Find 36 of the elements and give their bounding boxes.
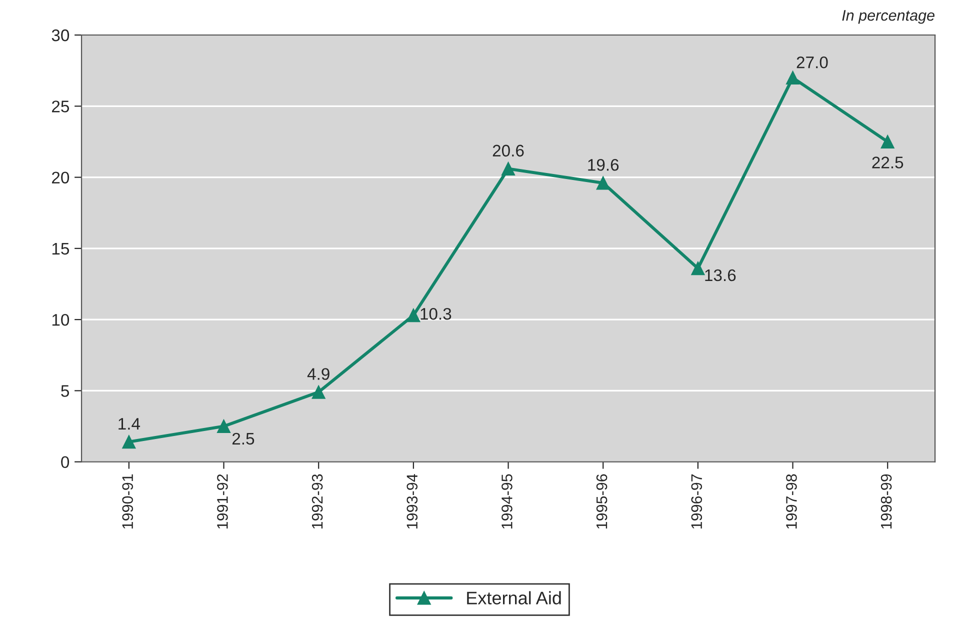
data-label: 27.0 — [796, 56, 828, 68]
y-tick-label: 15 — [52, 243, 70, 255]
x-tick-label: 1990-91 — [122, 474, 134, 529]
y-tick-label: 0 — [61, 456, 70, 468]
data-label: 10.3 — [420, 308, 452, 320]
x-tick-label: 1992-93 — [312, 474, 323, 529]
y-tick-label: 20 — [52, 172, 70, 184]
x-tick-label: 1991-92 — [217, 474, 228, 529]
point — [786, 70, 800, 84]
point — [122, 435, 136, 449]
text: In percentage — [842, 10, 934, 24]
x-tick-label: 1996-97 — [691, 474, 702, 529]
y-tick-label: 5 — [61, 385, 70, 397]
point — [596, 176, 610, 190]
data-label: 4.9 — [307, 368, 330, 380]
data-label: 19.6 — [588, 158, 619, 171]
y-tick-label: 30 — [52, 29, 70, 42]
x-tick-label: 1995-96 — [596, 474, 608, 529]
point — [880, 134, 894, 148]
x-tick-label: 1997-98 — [786, 474, 797, 529]
data-label: 1.4 — [118, 418, 140, 430]
point — [216, 419, 231, 434]
point — [312, 385, 326, 399]
point — [406, 308, 420, 322]
point — [691, 262, 705, 276]
data-label: 20.6 — [492, 144, 524, 157]
y-tick-label: 25 — [52, 100, 70, 112]
y-tick-label: 10 — [52, 314, 70, 326]
x-tick-label: 1994-95 — [502, 474, 512, 529]
data-label: 2.5 — [232, 432, 254, 445]
point — [502, 162, 516, 176]
x-tick-label: 1998-99 — [880, 474, 892, 529]
data-label: 22.5 — [872, 156, 904, 168]
legend-label: External Aid — [467, 591, 561, 604]
data-label: 13.6 — [705, 269, 736, 282]
x-tick-label: 1993-94 — [406, 474, 418, 529]
